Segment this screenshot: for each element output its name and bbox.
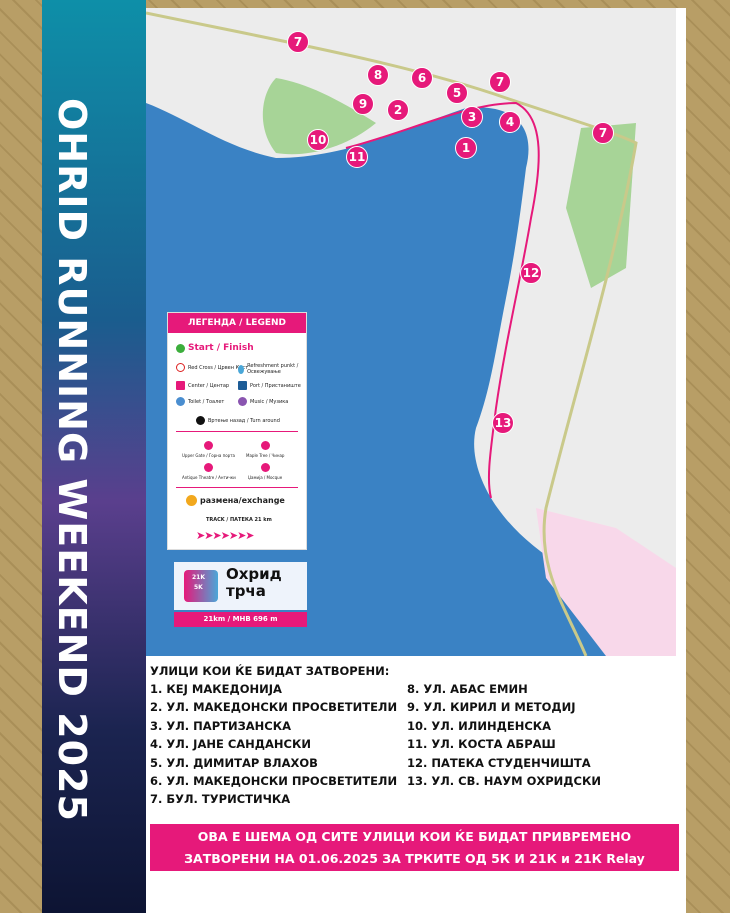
legend-item: Red Cross / Црвен Крст (176, 363, 248, 372)
route-marker: 12 (520, 262, 542, 284)
route-marker: 13 (492, 412, 514, 434)
street-item: 1. КЕЈ МАКЕДОНИЈА (150, 682, 282, 696)
legend-sight: Antique Theatre / Антички (182, 463, 236, 480)
street-item: 2. УЛ. МАКЕДОНСКИ ПРОСВЕТИТЕЛИ (150, 700, 398, 715)
route-marker: 6 (411, 67, 433, 89)
route-marker: 7 (287, 31, 309, 53)
center-icon (176, 381, 185, 390)
legend-item: Refreshment punkt / Освежување (238, 363, 306, 375)
street-item: 3. УЛ. ПАРТИЗАНСКА (150, 718, 292, 733)
tree-icon (260, 441, 270, 450)
street-item: 6. УЛ. МАКЕДОНСКИ ПРОСВЕТИТЕЛИ (150, 773, 398, 788)
closed-streets-list-right: 8. УЛ. АБАС ЕМИН 9. УЛ. КИРИЛ И МЕТОДИЈ … (407, 682, 601, 792)
music-icon (238, 397, 247, 406)
route-marker: 7 (592, 122, 614, 144)
anchor-icon (238, 381, 247, 390)
turn-around-icon (196, 416, 205, 425)
legend-item: Toilet / Тоалет (176, 397, 224, 406)
main-road (146, 11, 638, 656)
legend-start-finish: Start / Finish (176, 343, 254, 353)
legend-exchange: размена/exchange (186, 495, 285, 506)
poster-title: OHRID RUNNING WEEKEND 2025 (50, 98, 94, 822)
notice-line-2: ЗАТВОРЕНИ НА 01.06.2025 ЗА ТРКИТЕ ОД 5К … (184, 851, 645, 866)
title-banner: OHRID RUNNING WEEKEND 2025 (42, 0, 146, 913)
legend-item: Port / Пристаниште (238, 381, 301, 390)
route-marker: 10 (307, 129, 329, 151)
street-item: 5. УЛ. ДИМИТАР ВЛАХОВ (150, 755, 318, 770)
legend-track: TRACK / ПАТЕКА 21 km (206, 517, 272, 523)
refreshment-icon (238, 364, 245, 374)
legend-sight: Maple Tree / Чинар (246, 441, 284, 458)
route-marker: 3 (461, 106, 483, 128)
route-marker: 9 (352, 93, 374, 115)
route-marker: 11 (346, 146, 368, 168)
logo-badge-21k: 21K (192, 574, 205, 581)
street-item: 12. ПАТЕКА СТУДЕНЧИШТА (407, 755, 591, 770)
logo-badge-5k: 5K (194, 584, 203, 591)
distance-elevation-bar: 21km / МНВ 696 m (174, 612, 307, 627)
park-area (566, 123, 636, 288)
district-area (536, 508, 676, 656)
runner-logo-icon (184, 570, 218, 602)
exchange-icon (186, 495, 197, 506)
mosque-icon (260, 463, 270, 472)
legend-title: ЛЕГЕНДА / LEGEND (168, 313, 306, 333)
red-cross-icon (176, 363, 185, 372)
route-marker: 7 (489, 71, 511, 93)
route-marker: 1 (455, 137, 477, 159)
street-item: 13. УЛ. СВ. НАУМ ОХРИДСКИ (407, 773, 601, 788)
route-marker: 2 (387, 99, 409, 121)
toilet-icon (176, 397, 185, 406)
park-area (262, 78, 376, 155)
legend-divider (176, 431, 298, 432)
route-marker: 5 (446, 82, 468, 104)
street-item: 10. УЛ. ИЛИНДЕНСКА (407, 718, 552, 733)
legend-divider (176, 487, 298, 488)
track-arrows-icon: ➤➤➤➤➤➤➤ (196, 529, 255, 542)
legend-sight: Џамија / Мосque (248, 463, 282, 480)
map-legend: ЛЕГЕНДА / LEGEND Start / Finish Red Cros… (167, 312, 307, 550)
logo-text: Охрид трча (226, 565, 282, 600)
theatre-icon (204, 463, 214, 472)
gate-icon (204, 441, 213, 450)
ohrid-trcha-logo: 21K 5K Охрид трча (174, 562, 307, 610)
legend-turnaround: Вртење назад / Turn around (196, 416, 280, 425)
route-marker: 4 (499, 111, 521, 133)
street-item: 11. УЛ. КОСТА АБРАШ (407, 737, 556, 752)
street-item: 4. УЛ. ЈАНЕ САНДАНСКИ (150, 737, 312, 752)
legend-item: Center / Центар (176, 381, 229, 390)
legend-sight: Upper Gate / Горна порта (182, 441, 235, 458)
notice-line-1: ОВА Е ШЕМА ОД СИТЕ УЛИЦИ КОИ ЌЕ БИДАТ ПР… (197, 829, 632, 844)
route-marker: 8 (367, 64, 389, 86)
closed-streets-list-left: 1. КЕЈ МАКЕДОНИЈА 2. УЛ. МАКЕДОНСКИ ПРОС… (150, 682, 397, 811)
street-item: 9. УЛ. КИРИЛ И МЕТОДИЈ (407, 700, 576, 715)
legend-item: Music / Музика (238, 397, 288, 406)
closure-notice: ОВА Е ШЕМА ОД СИТЕ УЛИЦИ КОИ ЌЕ БИДАТ ПР… (150, 824, 679, 871)
street-item: 8. УЛ. АБАС ЕМИН (407, 682, 528, 696)
street-item: 7. БУЛ. ТУРИСТИЧКА (150, 792, 291, 807)
start-flag-icon (176, 343, 185, 353)
closed-streets-heading: УЛИЦИ КОИ ЌЕ БИДАТ ЗАТВОРЕНИ: (150, 664, 390, 678)
